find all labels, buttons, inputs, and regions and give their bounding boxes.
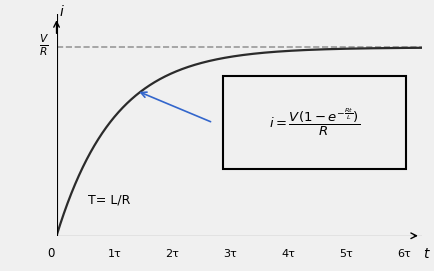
Text: $\frac{V}{R}$: $\frac{V}{R}$: [39, 33, 49, 58]
Text: $i = \dfrac{V(1-e^{-\frac{Rt}{L}})}{R}$: $i = \dfrac{V(1-e^{-\frac{Rt}{L}})}{R}$: [268, 107, 359, 138]
FancyBboxPatch shape: [222, 76, 404, 169]
Text: 2τ: 2τ: [165, 249, 179, 259]
Text: 5τ: 5τ: [339, 249, 352, 259]
Text: 1τ: 1τ: [108, 249, 121, 259]
Text: i: i: [59, 5, 63, 19]
Text: 0: 0: [47, 247, 54, 260]
Text: t: t: [422, 247, 427, 261]
Text: 6τ: 6τ: [397, 249, 411, 259]
Text: 4τ: 4τ: [281, 249, 295, 259]
Text: Τ= L/R: Τ= L/R: [88, 193, 131, 207]
Text: 3τ: 3τ: [223, 249, 237, 259]
